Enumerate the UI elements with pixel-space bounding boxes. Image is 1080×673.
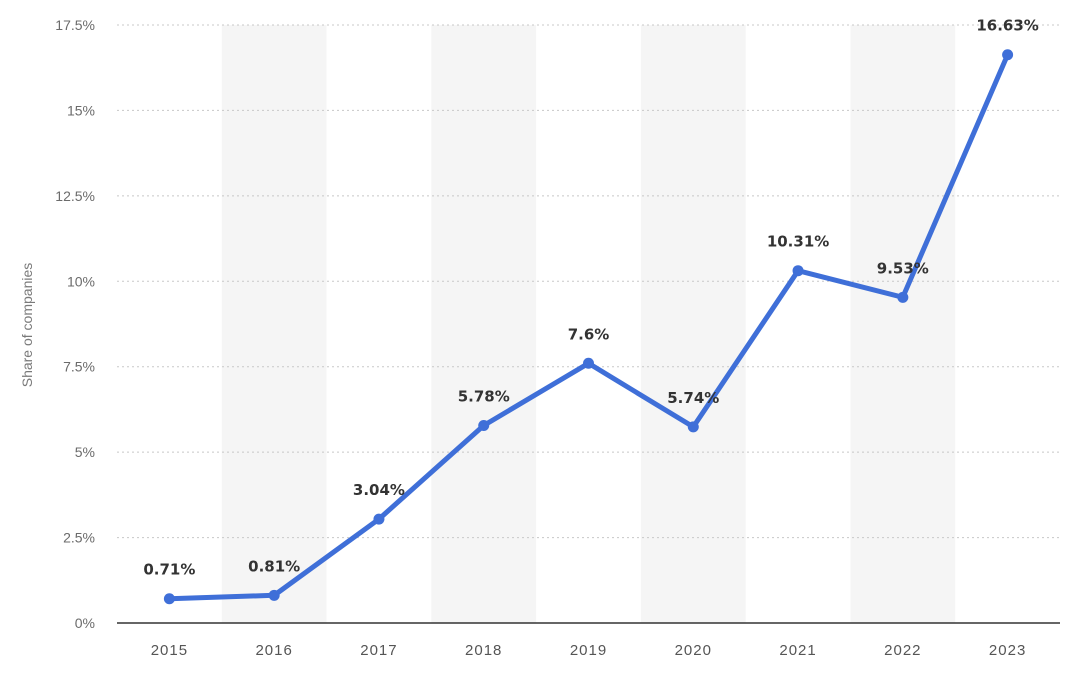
x-tick-label: 2019 (570, 642, 607, 659)
column-band (431, 25, 537, 623)
data-label: 9.53% (877, 259, 929, 277)
data-point (373, 513, 385, 525)
data-label: 5.78% (458, 387, 510, 405)
data-label: 3.04% (353, 481, 405, 499)
x-tick-label: 2023 (989, 642, 1026, 659)
x-tick-label: 2016 (255, 642, 292, 659)
x-tick-label: 2015 (151, 642, 188, 659)
data-point (897, 291, 909, 303)
y-tick-label: 5% (75, 444, 95, 460)
data-point (478, 419, 490, 431)
data-label: 10.31% (767, 233, 829, 251)
data-label: 0.81% (248, 557, 300, 575)
x-tick-label: 2021 (779, 642, 816, 659)
column-band (640, 25, 746, 623)
column-band (221, 25, 327, 623)
data-point (268, 589, 280, 601)
y-tick-label: 7.5% (63, 359, 95, 375)
y-tick-label: 10% (67, 273, 95, 289)
axes: 2015 2016 2017 2018 2019 2020 2021 2022 2023 (117, 622, 1060, 659)
data-labels: 0.71% 0.81% 3.04% 5.78% 7.6% 5.74% 10.31% 9.53%… (143, 17, 1038, 579)
x-tick-label: 2018 (465, 642, 502, 659)
data-point (583, 357, 594, 369)
y-axis-title: Share of companies (19, 263, 35, 388)
y-tick-label: 0% (75, 615, 95, 631)
data-points (163, 49, 1014, 605)
data-point (1002, 49, 1014, 61)
x-tick-label: 2022 (884, 642, 921, 659)
y-tick-label: 15% (67, 102, 95, 118)
data-label: 5.74% (667, 389, 719, 407)
data-point (792, 265, 804, 277)
data-label: 0.71% (143, 561, 195, 579)
column-band (850, 25, 956, 623)
data-label: 7.6% (568, 325, 610, 343)
y-tick-label: 2.5% (63, 530, 95, 546)
data-point (163, 593, 175, 605)
gridlines: 0% 2.5% 5% 7.5% 10% 12.5% 15% 17.5% (55, 17, 1060, 631)
column-bands (221, 25, 956, 623)
y-tick-label: 12.5% (55, 188, 95, 204)
data-point (687, 421, 699, 433)
x-tick-label: 2017 (360, 642, 397, 659)
y-tick-label: 17.5% (55, 17, 95, 33)
x-tick-label: 2020 (675, 642, 712, 659)
data-label: 16.63% (976, 17, 1038, 35)
